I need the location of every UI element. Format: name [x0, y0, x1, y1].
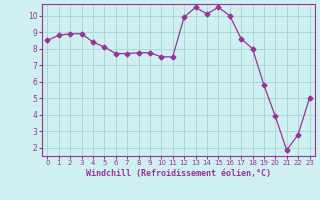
- X-axis label: Windchill (Refroidissement éolien,°C): Windchill (Refroidissement éolien,°C): [86, 169, 271, 178]
